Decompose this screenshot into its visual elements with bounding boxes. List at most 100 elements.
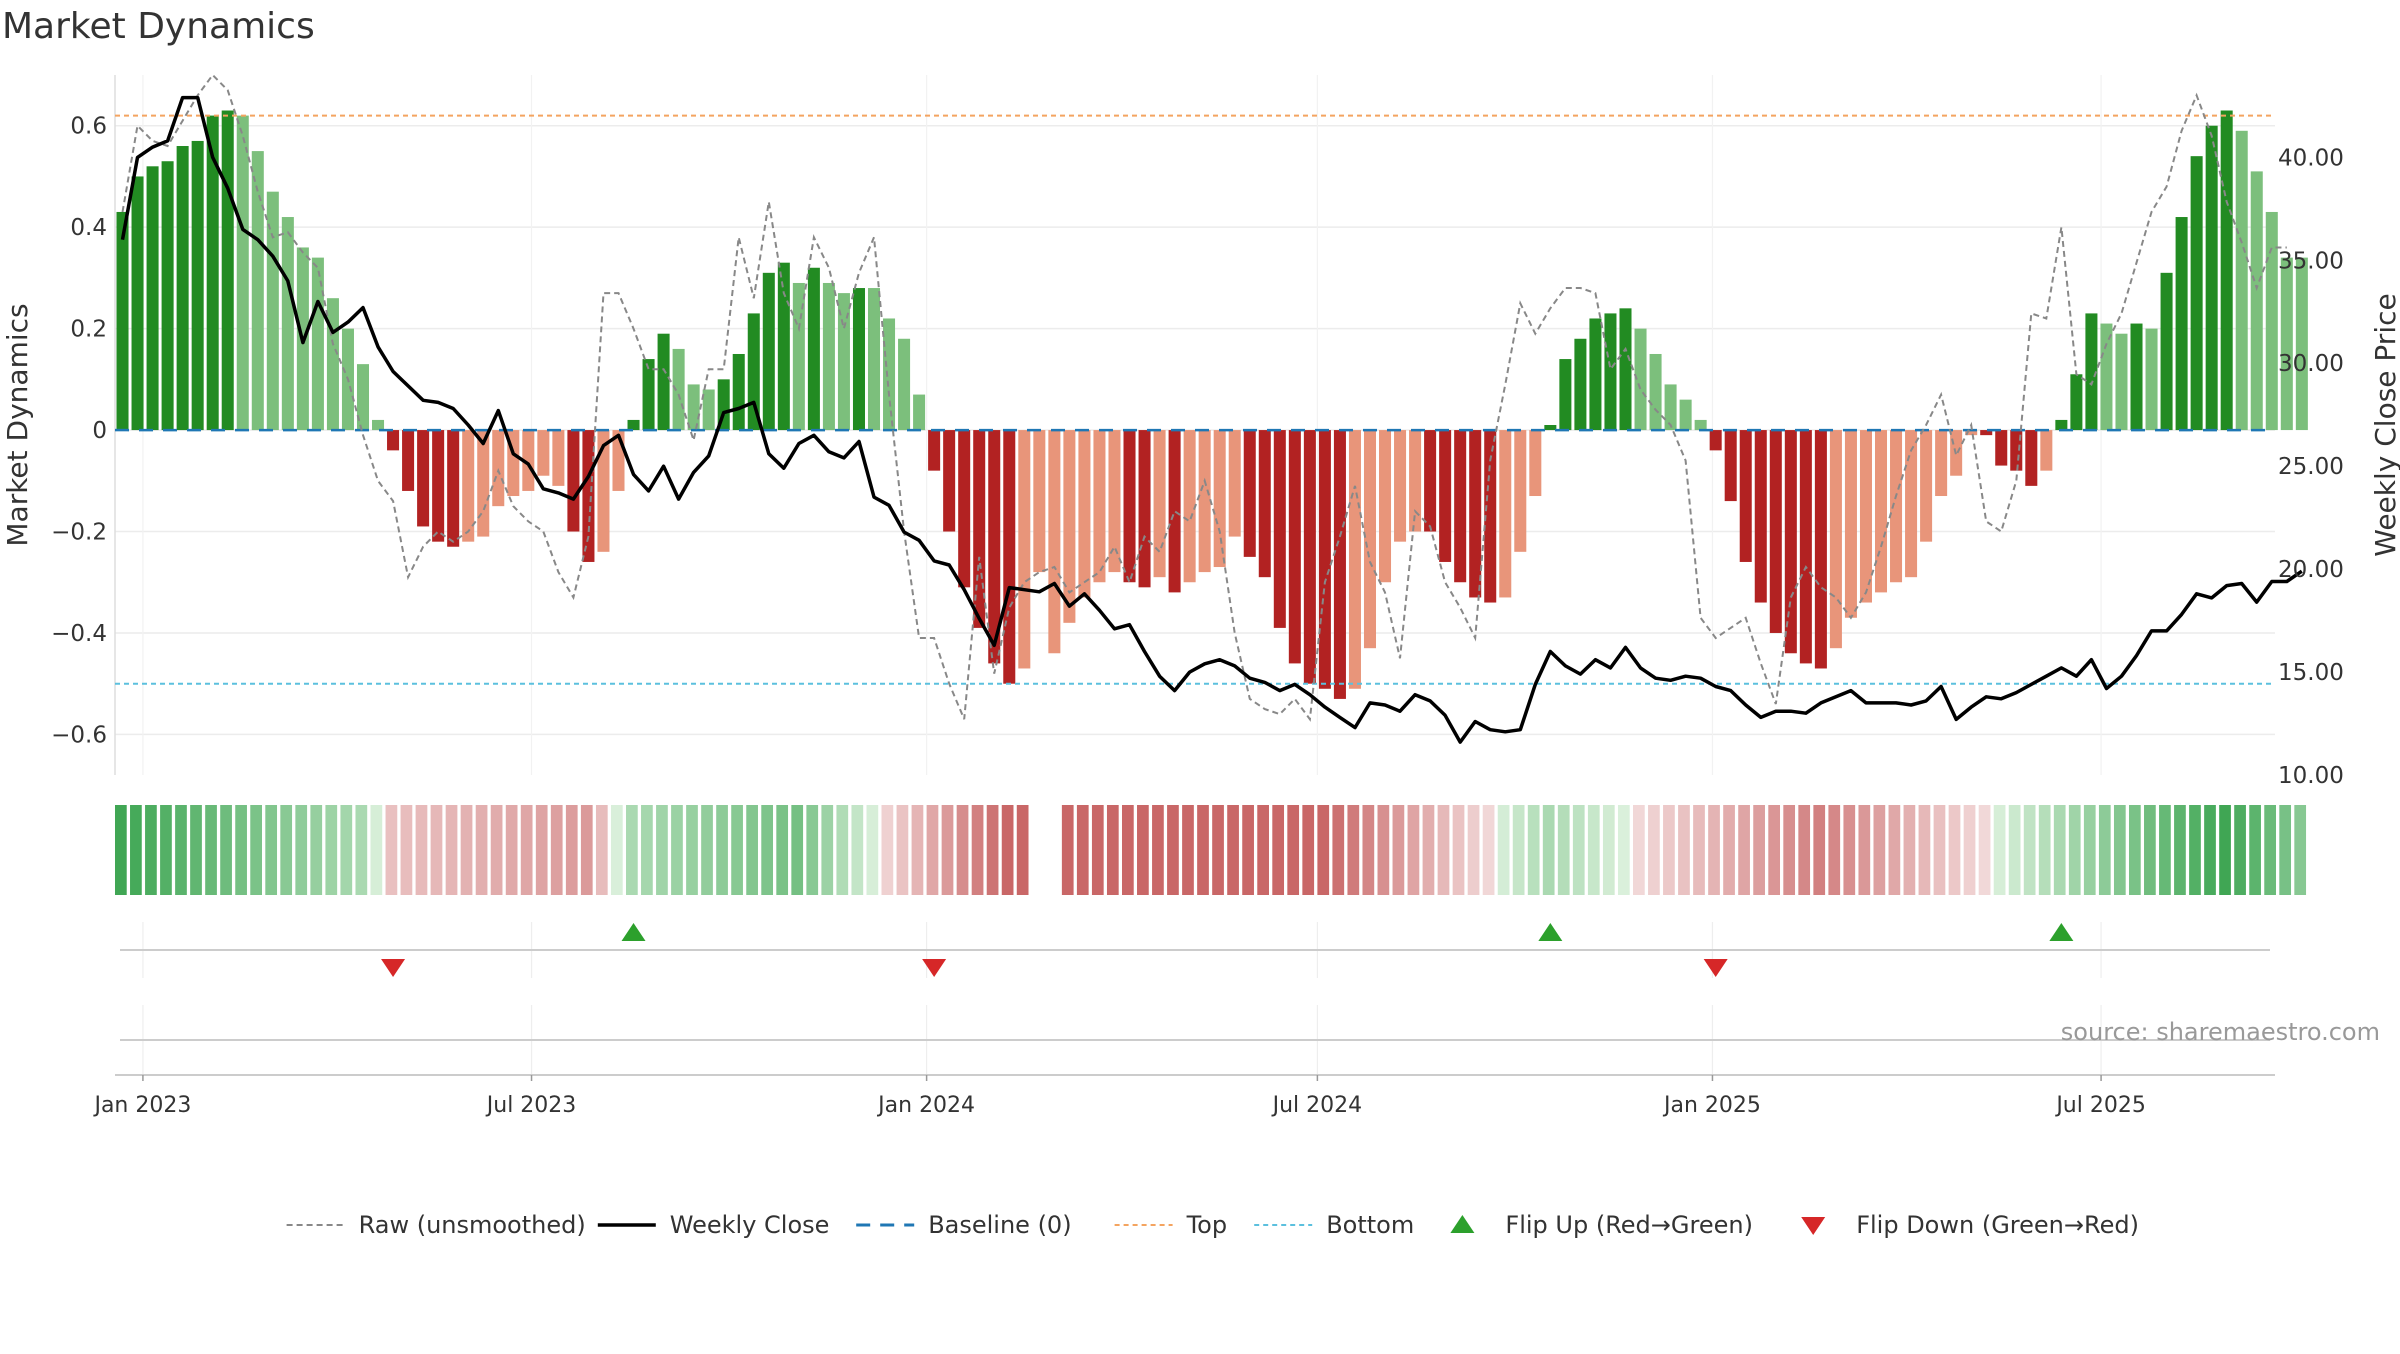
- strip-cell: [2144, 805, 2156, 895]
- strip-cell: [1497, 805, 1510, 895]
- bar: [387, 430, 400, 451]
- bar: [807, 267, 820, 431]
- strip-cell: [656, 805, 668, 895]
- bar: [191, 140, 204, 431]
- bar: [1288, 430, 1301, 664]
- x-tick-label: Jul 2025: [2054, 1093, 2146, 1118]
- bar: [988, 430, 1001, 664]
- bar: [1694, 419, 1707, 431]
- strip-cell: [2113, 805, 2126, 895]
- bar: [447, 430, 460, 547]
- bar: [2205, 125, 2218, 431]
- strip-cell: [1813, 805, 1826, 895]
- strip-cell: [1963, 805, 1976, 895]
- bar: [597, 430, 610, 552]
- strip-cell: [1167, 805, 1179, 895]
- bar: [2265, 211, 2278, 431]
- bar: [356, 364, 370, 431]
- strip-cell: [716, 805, 728, 895]
- bottom-panel: source: sharemaestro.com: [115, 1005, 2380, 1076]
- strip-cell: [986, 805, 999, 895]
- bar: [2100, 323, 2113, 431]
- bar: [1123, 430, 1136, 583]
- bar: [206, 115, 219, 431]
- strip-cell: [1377, 805, 1390, 895]
- strip-cell: [610, 805, 623, 895]
- flip-down-marker: [381, 959, 406, 977]
- bar: [1153, 430, 1166, 578]
- strip-cell: [2189, 805, 2201, 895]
- strip-cell: [1152, 805, 1164, 895]
- strip-cell: [1753, 805, 1765, 895]
- legend-label: Top: [1186, 1211, 1228, 1239]
- legend-label: Raw (unsmoothed): [359, 1211, 586, 1239]
- bar: [1348, 430, 1361, 689]
- strip-cell: [956, 805, 969, 895]
- strip-cell: [1392, 805, 1405, 895]
- legend-item-bottom: Bottom: [1254, 1211, 1414, 1239]
- bar: [1213, 430, 1226, 568]
- strip-cell: [851, 805, 864, 895]
- strip-cell: [535, 805, 548, 895]
- strip-cell: [941, 805, 954, 895]
- strip-cell: [1783, 805, 1796, 895]
- y2-tick-labels: 10.00 15.00 20.00 25.00 30.00 35.00 40.00: [2278, 145, 2344, 789]
- strip-cell: [821, 805, 834, 895]
- x-tick-label: Jul 2023: [485, 1093, 577, 1118]
- strip-cell: [1452, 805, 1465, 895]
- flip-up-marker: [1538, 923, 1563, 941]
- strip-cell: [2234, 805, 2246, 895]
- strip-cell: [731, 805, 743, 895]
- bar: [837, 293, 850, 431]
- bar: [913, 394, 926, 431]
- strip-cell: [1602, 805, 1615, 895]
- y2-tick-label: 20.00: [2278, 557, 2344, 583]
- strip-cell: [1948, 805, 1961, 895]
- strip-cell: [896, 805, 909, 895]
- bar: [1844, 430, 1857, 618]
- bar: [1604, 313, 1617, 431]
- strip-cell: [926, 805, 939, 895]
- bar: [176, 146, 189, 431]
- legend-label: Bottom: [1326, 1211, 1414, 1239]
- bar: [642, 359, 655, 431]
- bar: [1078, 430, 1091, 598]
- strip-cell: [1091, 805, 1104, 895]
- strip-cell: [2264, 805, 2276, 895]
- bar: [567, 430, 580, 532]
- strip-cell: [866, 805, 879, 895]
- y-tick-label: 0.6: [70, 114, 107, 140]
- legend-label: Weekly Close: [670, 1211, 830, 1239]
- flip-panel: [120, 922, 2270, 978]
- strip-cell: [2249, 805, 2261, 895]
- bar: [552, 430, 565, 486]
- bar: [311, 257, 324, 431]
- bar: [1484, 430, 1497, 603]
- strip-cell: [1768, 805, 1781, 895]
- bar: [1905, 430, 1918, 578]
- legend-swatch: [1450, 1215, 1475, 1233]
- strip-cell: [1076, 805, 1089, 895]
- strip-cell: [1362, 805, 1375, 895]
- strip-cell: [250, 805, 262, 895]
- bar: [402, 430, 415, 491]
- strip-cell: [1633, 805, 1645, 895]
- bar: [2085, 313, 2098, 431]
- strip-cell: [160, 805, 172, 895]
- bar: [2055, 419, 2068, 431]
- bar: [582, 430, 595, 562]
- strip-cell: [1798, 805, 1811, 895]
- strip-cell: [265, 805, 278, 895]
- bar: [1003, 430, 1016, 684]
- strip-cell: [1542, 805, 1555, 895]
- strip-cell: [2159, 805, 2171, 895]
- strip-cell: [1197, 805, 1209, 895]
- bar: [1379, 430, 1392, 583]
- strip-cell: [2008, 805, 2021, 895]
- bar: [1664, 384, 1677, 431]
- bar: [1995, 430, 2008, 466]
- bar: [958, 430, 971, 588]
- strip-cell: [1693, 805, 1705, 895]
- bar: [732, 353, 745, 431]
- strip-cell: [641, 805, 653, 895]
